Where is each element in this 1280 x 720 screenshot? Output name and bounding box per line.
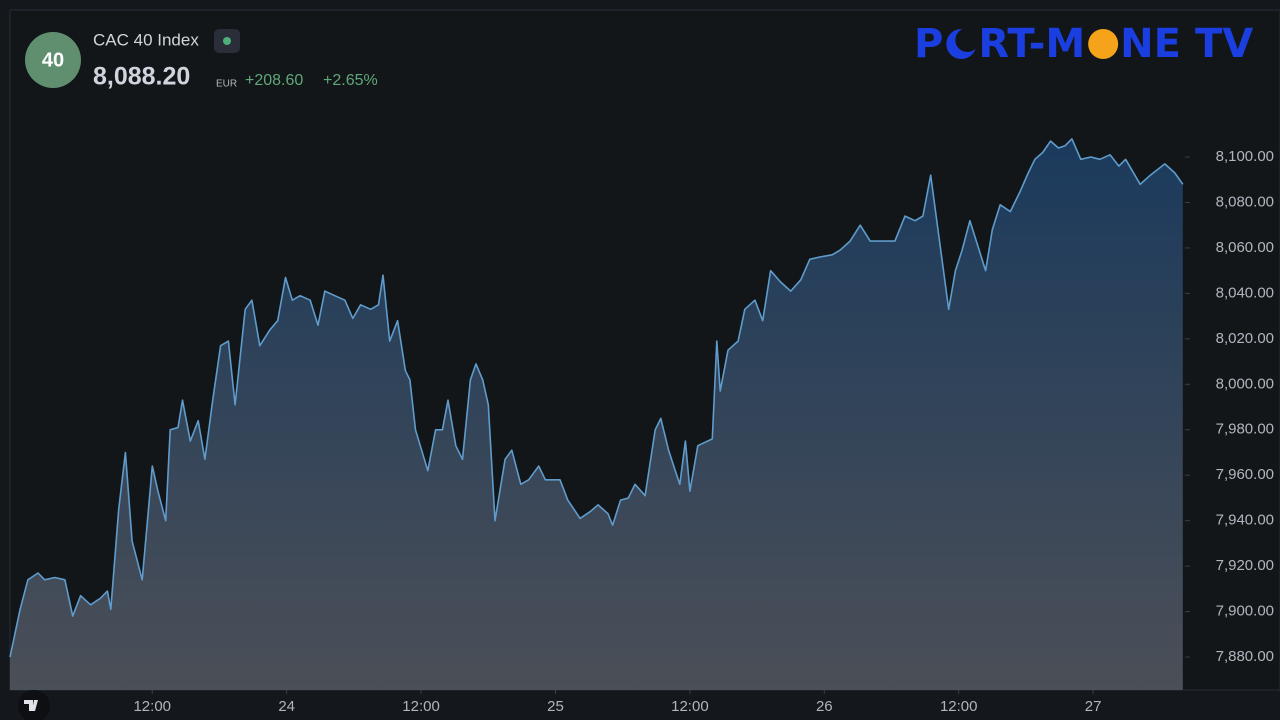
badge bbox=[25, 32, 81, 88]
y-tick-label: 8,020.00 bbox=[1216, 330, 1274, 347]
x-tick-label: 12:00 bbox=[133, 698, 171, 715]
logo-text: TV bbox=[1195, 21, 1253, 67]
badge-text: 40 bbox=[42, 49, 64, 71]
logo: P RT-M NE TV bbox=[914, 21, 1253, 67]
x-tick-label: 12:00 bbox=[402, 698, 440, 715]
y-tick-label: 8,000.00 bbox=[1216, 375, 1274, 392]
x-tick-label: 27 bbox=[1085, 698, 1102, 715]
logo-text: NE bbox=[1120, 21, 1181, 67]
change: +208.60 bbox=[245, 72, 303, 89]
x-tick-label: 12:00 bbox=[940, 698, 978, 715]
y-tick-label: 7,920.00 bbox=[1216, 557, 1274, 574]
x-tick-label: 26 bbox=[816, 698, 833, 715]
y-tick-label: 8,100.00 bbox=[1216, 148, 1274, 165]
y-tick-label: 7,880.00 bbox=[1216, 648, 1274, 665]
x-tick-label: 12:00 bbox=[671, 698, 709, 715]
area-fill bbox=[10, 138, 1183, 690]
y-tick-label: 8,040.00 bbox=[1216, 284, 1274, 301]
y-tick-label: 7,900.00 bbox=[1216, 603, 1274, 620]
header: 40 CAC 40 Index 8,088.20 EUR +208.60 +2.… bbox=[25, 29, 378, 91]
y-tick-label: 7,980.00 bbox=[1216, 421, 1274, 438]
plot-area: 7,880.00 7,900.00 7,920.00 7,940.00 7,960.00… bbox=[9, 138, 1274, 715]
price: 8,088.20 bbox=[93, 63, 190, 91]
tv-icon-glyph bbox=[24, 700, 38, 711]
chart-title: CAC 40 Index bbox=[93, 30, 199, 49]
status-dot bbox=[223, 37, 231, 45]
logo-moon-cut bbox=[955, 28, 980, 52]
y-tick-label: 8,060.00 bbox=[1216, 239, 1274, 256]
y-tick-label: 7,960.00 bbox=[1216, 466, 1274, 483]
y-tick-label: 7,940.00 bbox=[1216, 512, 1274, 529]
currency: EUR bbox=[216, 79, 237, 90]
logo-text: RT-M bbox=[978, 21, 1085, 67]
y-tick-label: 8,080.00 bbox=[1216, 193, 1274, 210]
logo-sun bbox=[1088, 29, 1119, 59]
change-percent: +2.65% bbox=[323, 72, 378, 89]
x-tick-label: 24 bbox=[278, 698, 295, 715]
logo-text: P bbox=[914, 21, 943, 67]
tv-icon bbox=[18, 690, 50, 720]
price-line bbox=[9, 138, 1184, 658]
x-tick-label: 25 bbox=[547, 698, 564, 715]
